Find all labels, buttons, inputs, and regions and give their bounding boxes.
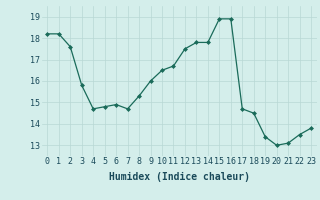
X-axis label: Humidex (Indice chaleur): Humidex (Indice chaleur) [109,172,250,182]
